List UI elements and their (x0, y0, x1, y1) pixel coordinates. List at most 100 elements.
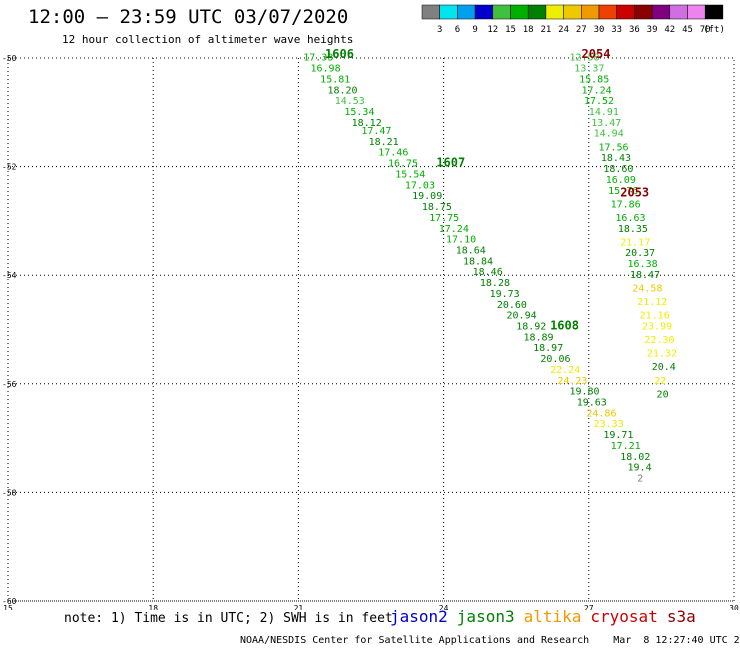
wave-height-point: 14.94 (594, 129, 624, 140)
colorbar-label: 39 (647, 25, 658, 35)
wave-height-point: 23.33 (594, 419, 624, 430)
colorbar-label: 21 (540, 25, 551, 35)
page-subtitle: 12 hour collection of altimeter wave hei… (62, 33, 354, 46)
wave-height-point: 18.28 (480, 278, 510, 289)
wave-height-point: 18.12 (352, 118, 382, 129)
wave-height-point: 20 (657, 389, 669, 400)
wave-height-point: 18.35 (618, 224, 648, 235)
footer-credit: NOAA/NESDIS Center for Satellite Applica… (240, 635, 740, 646)
wave-height-point: 18.47 (630, 270, 660, 281)
wave-height-point: 19.73 (490, 289, 520, 300)
colorbar-label: 27 (576, 25, 587, 35)
wave-height-point: 17.56 (598, 142, 628, 153)
track-number-label: 1608 (550, 319, 579, 333)
colorbar-label: 6 (455, 25, 460, 35)
colorbar-label: 3 (437, 25, 442, 35)
y-tick-label: -52 (2, 163, 17, 172)
wave-height-point: 17.24 (439, 224, 469, 235)
wave-height-point: 13.37 (574, 64, 604, 75)
wave-height-point: 17.86 (611, 199, 641, 210)
wave-height-point: 18.64 (456, 245, 486, 256)
wave-height-point: 19.80 (569, 387, 599, 398)
legend-item-altika: altika (523, 607, 582, 626)
track-number-label: 2053 (620, 185, 649, 199)
page-title: 12:00 – 23:59 UTC 03/07/2020 (28, 6, 349, 28)
y-tick-label: -54 (2, 271, 17, 280)
x-tick-label: 15 (3, 604, 13, 610)
y-tick-label: -60 (2, 597, 17, 606)
wave-height-point: 16.38 (628, 259, 658, 270)
satellite-legend: jason2 jason3 altika cryosat s3a (390, 607, 705, 626)
wave-height-plot: 15 18 21 24 27 30 -50 -52 -54 -56 -58 -60 17.3316.98… (2, 47, 739, 610)
legend-item-s3a: s3a (666, 607, 696, 626)
wave-height-point: 13.47 (591, 118, 621, 129)
wave-height-point: 12.58 (569, 53, 599, 64)
legend-item-jason3: jason3 (456, 607, 515, 626)
wave-height-point: 17.46 (378, 148, 408, 159)
wave-height-point: 21.32 (647, 349, 677, 360)
wave-height-point: 15.85 (579, 74, 609, 85)
plot-frame (7, 57, 735, 602)
wave-height-point: 15.76 (608, 186, 638, 197)
legend-item-cryosat: cryosat (590, 607, 658, 626)
wave-height-point: 18.46 (473, 267, 503, 278)
wave-height-point: 18.92 (516, 322, 546, 333)
x-tick-label: 18 (148, 604, 158, 610)
wave-height-point: 15.34 (344, 107, 374, 118)
wave-height-point: 24.23 (557, 376, 587, 387)
wave-height-point: 22.30 (644, 335, 674, 346)
colorbar-label: 36 (629, 25, 640, 35)
wave-height-point: 20.37 (625, 248, 655, 259)
track-number-label: 1606 (325, 47, 354, 61)
wave-height-point: 17.33 (303, 53, 333, 64)
footer-note: note: 1) Time is in UTC; 2) SWH is in fe… (64, 611, 393, 626)
wave-height-point: 16.98 (311, 64, 341, 75)
wave-height-point: 18.84 (463, 256, 493, 267)
wave-height-point: 2 (637, 474, 643, 485)
wave-height-point: 18.43 (601, 153, 631, 164)
colorbar-unit: (ft) (703, 25, 725, 35)
wave-height-point: 23.99 (642, 322, 672, 333)
wave-height-point: 15.54 (395, 169, 425, 180)
wave-height-point: 20.4 (652, 362, 676, 373)
colorbar-label: 12 (487, 25, 498, 35)
wave-height-point: 18.89 (523, 332, 553, 343)
colorbar-label: 30 (594, 25, 605, 35)
x-tick-label: 21 (294, 604, 304, 610)
colorbar-label: 33 (611, 25, 622, 35)
wave-height-point: 19.4 (628, 463, 652, 474)
legend-item-jason2: jason2 (390, 607, 448, 626)
y-tick-label: -58 (2, 488, 17, 497)
wave-height-point: 18.75 (422, 202, 452, 213)
wave-height-point: 20.94 (507, 311, 537, 322)
colorbar-label: 24 (558, 25, 569, 35)
wave-height-point: 24.58 (632, 283, 662, 294)
wave-height-point: 24.86 (586, 408, 616, 419)
wave-height-point: 18.02 (620, 452, 650, 463)
wave-height-point: 21.17 (620, 237, 650, 248)
track-number-label: 1607 (436, 156, 465, 170)
wave-height-point: 17.75 (429, 213, 459, 224)
x-tick-label: 30 (729, 604, 739, 610)
colorbar-label: 15 (505, 25, 516, 35)
wave-height-point: 18.20 (327, 85, 357, 96)
wave-height-point: 17.03 (405, 180, 435, 191)
y-tick-label: -50 (2, 54, 17, 63)
colorbar-swatch (704, 4, 724, 20)
wave-height-point: 22.24 (550, 365, 580, 376)
colorbar-label: 18 (523, 25, 534, 35)
wave-height-point: 19.71 (603, 430, 633, 441)
wave-height-point: 19.09 (412, 191, 442, 202)
colorbar-label: 45 (682, 25, 693, 35)
x-tick-label: 24 (439, 604, 449, 610)
wave-height-point: 21.12 (637, 297, 667, 308)
colorbar-label: 70 (700, 25, 711, 35)
wave-height-point: 16.09 (606, 175, 636, 186)
y-tick-label: -56 (2, 380, 17, 389)
wave-height-point: 21.16 (640, 311, 670, 322)
wave-height-point: 18.21 (369, 137, 399, 148)
colorbar: 3 6 9 12 15 18 21 24 27 30 33 36 39 42 45 70(ft) (421, 4, 725, 35)
wave-height-point: 14.53 (335, 96, 365, 107)
track-number-label: 2054 (582, 47, 611, 61)
wave-height-point: 17.52 (584, 96, 614, 107)
